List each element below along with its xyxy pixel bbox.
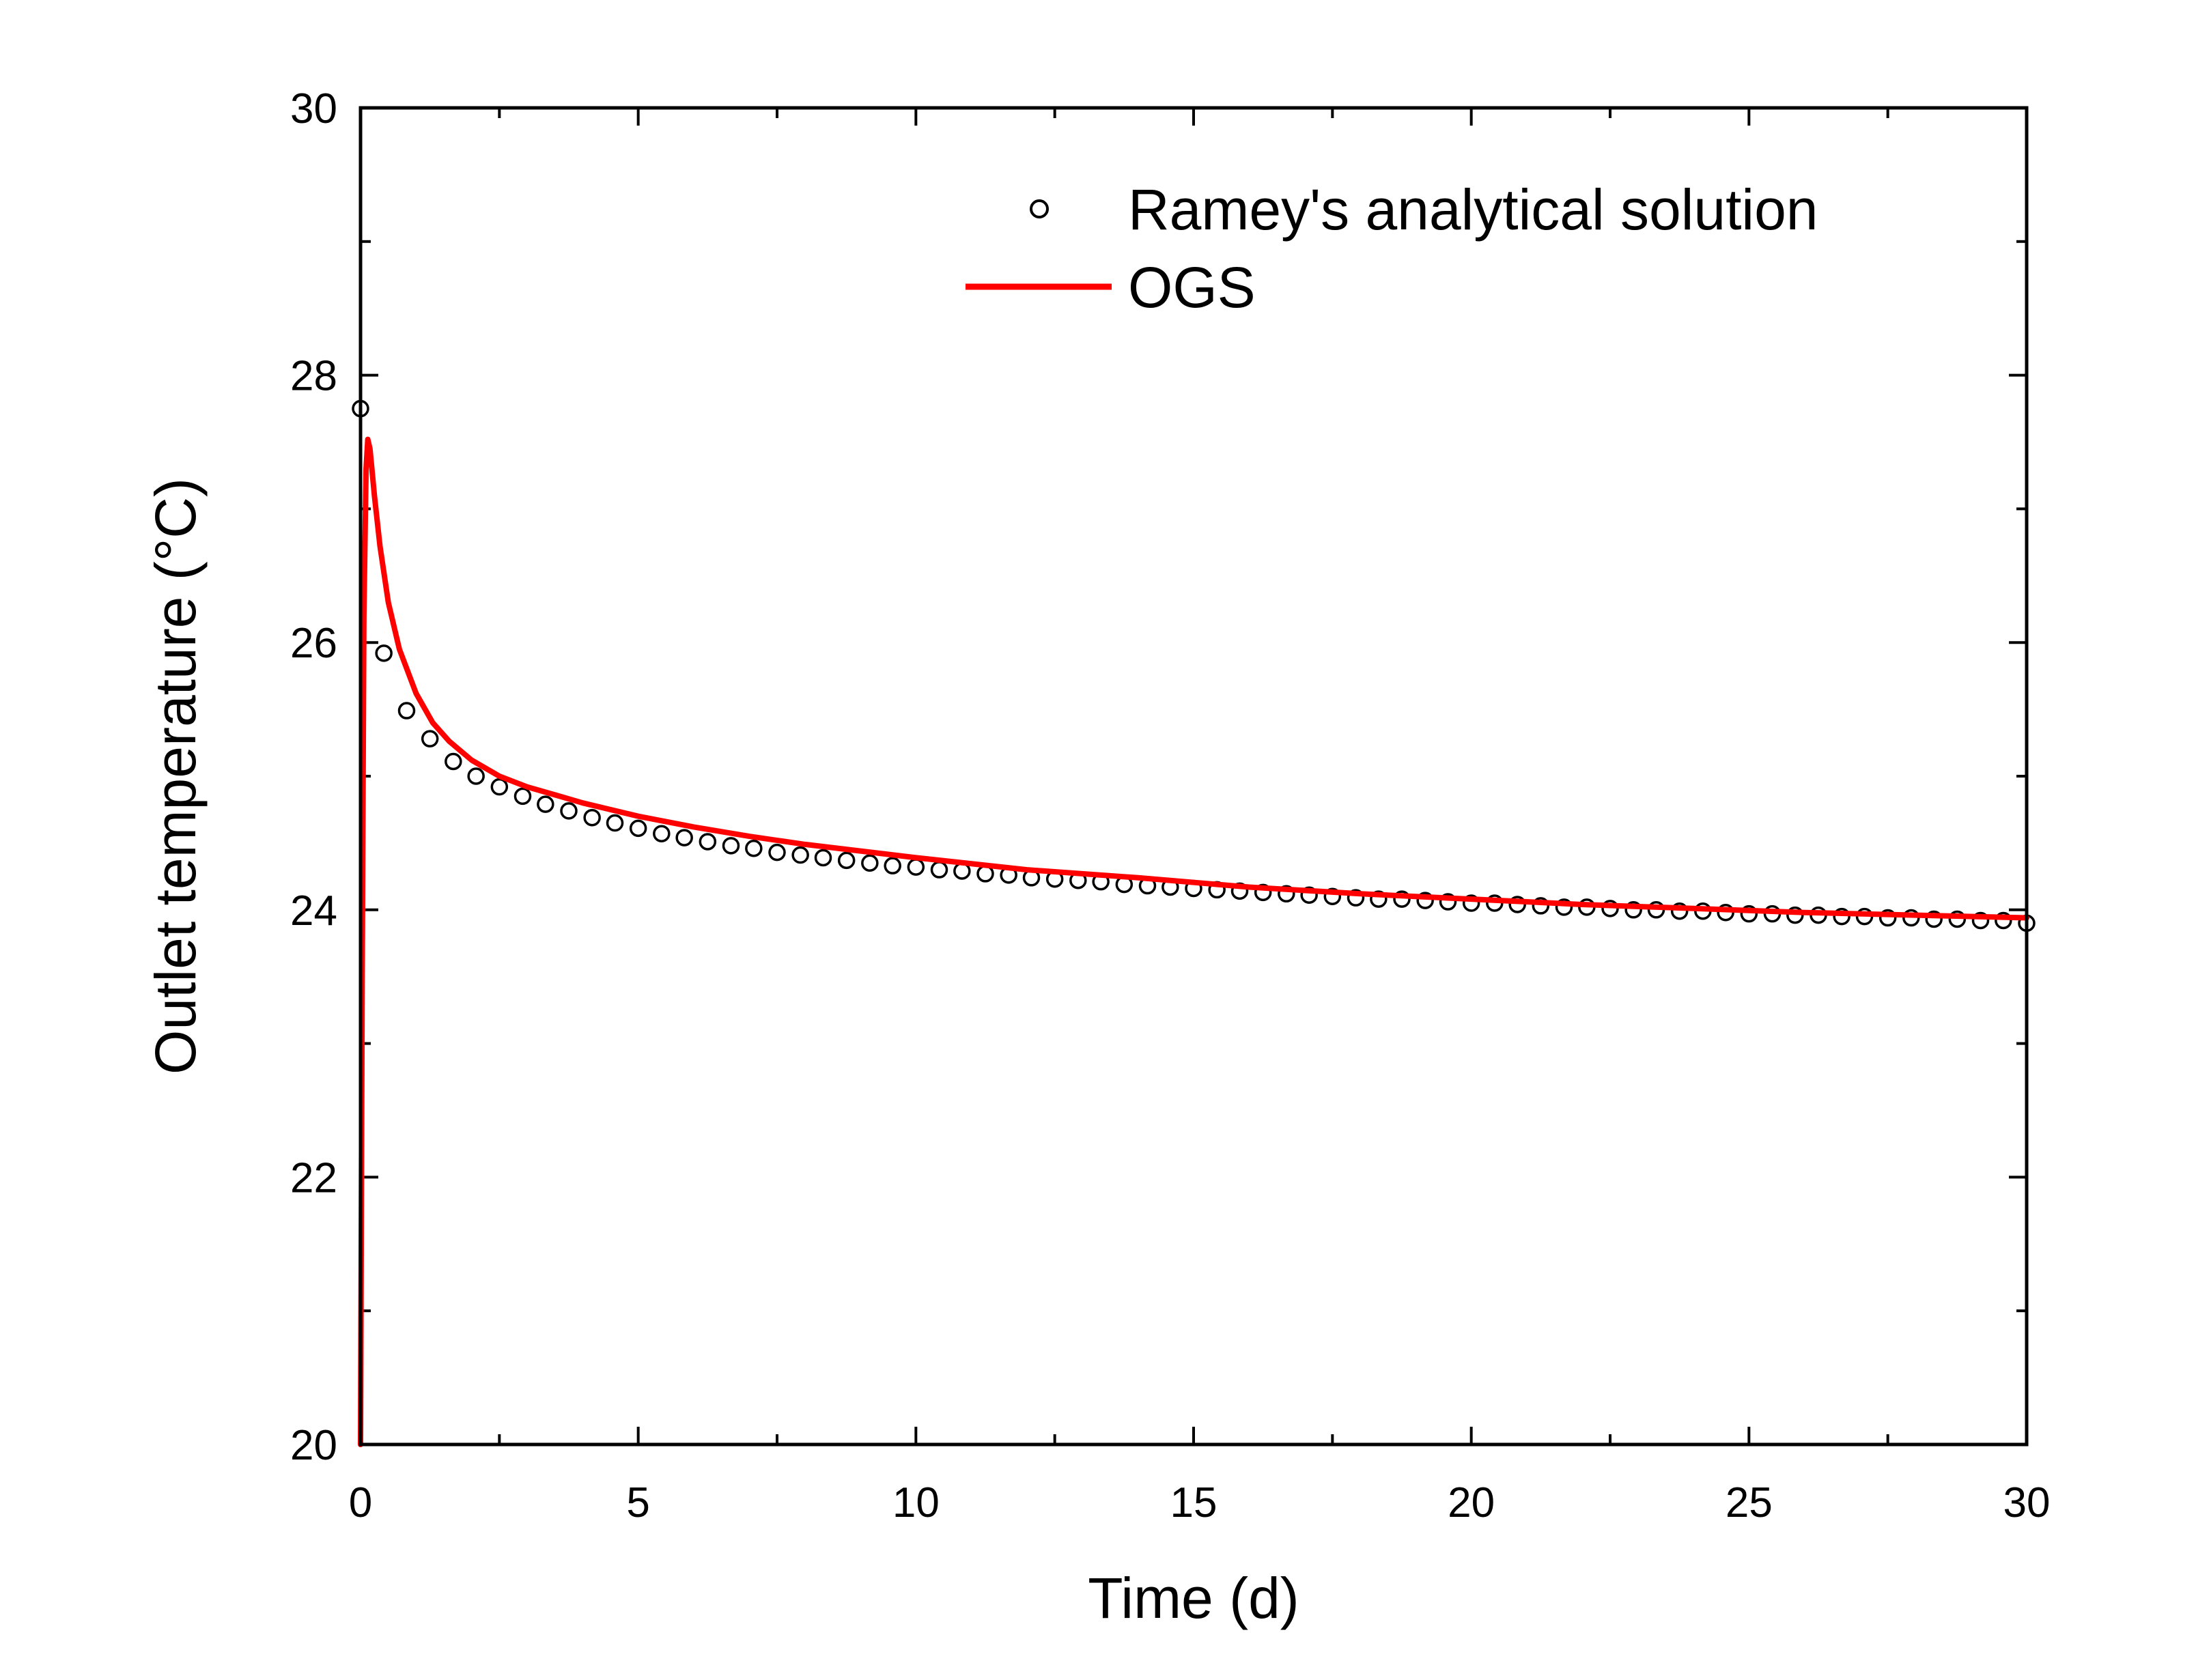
ramey-data-point (884, 857, 901, 874)
ramey-data-point (768, 843, 786, 862)
ramey-data-point (537, 795, 554, 813)
legend-label-ramey: Ramey's analytical solution (1128, 177, 1818, 242)
ramey-data-point (1740, 905, 1758, 923)
ramey-data-point (1555, 898, 1573, 916)
ramey-data-point (583, 808, 601, 827)
ramey-data-point (1670, 902, 1689, 920)
y-tick-label: 22 (290, 1154, 337, 1201)
ramey-data-point (837, 851, 856, 870)
ramey-data-point (421, 730, 439, 748)
ramey-data-point (1278, 885, 1295, 903)
y-tick-label: 28 (290, 353, 337, 400)
ramey-data-point (1878, 909, 1897, 927)
ramey-data-point (861, 854, 879, 872)
y-tick-label: 26 (290, 620, 337, 667)
ramey-data-point (606, 814, 624, 832)
ramey-data-point (1439, 893, 1457, 911)
ramey-data-point (1254, 883, 1272, 902)
y-axis-title: Outlet temperature (°C) (143, 478, 208, 1074)
y-tick-label: 24 (290, 887, 337, 935)
ramey-data-point (930, 861, 948, 879)
ramey-data-point (1370, 890, 1388, 908)
x-tick-label: 20 (1448, 1479, 1495, 1526)
y-tick-label: 20 (290, 1422, 337, 1469)
x-tick-labels: 0 5 10 15 20 25 30 (349, 1479, 2051, 1526)
plot-series (352, 399, 2036, 1447)
x-tick-label: 25 (1726, 1479, 1773, 1526)
ramey-data-point (1347, 889, 1365, 907)
ramey-data-point (1786, 906, 1804, 924)
ramey-data-point (375, 644, 393, 662)
ramey-data-point (513, 787, 532, 806)
ramey-data-point (445, 752, 462, 771)
ramey-data-point (1416, 892, 1434, 909)
ramey-data-point (745, 839, 763, 857)
ramey-data-point (1833, 907, 1850, 926)
ramey-data-point (1995, 911, 2012, 930)
x-tick-label: 30 (2003, 1479, 2051, 1526)
ramey-data-point (814, 849, 832, 867)
ramey-data-point (490, 778, 509, 796)
ogs-series-line (358, 436, 2029, 1447)
ramey-data-point (1925, 910, 1943, 928)
ramey-data-point (722, 837, 740, 855)
x-tick-label: 0 (349, 1479, 372, 1526)
ramey-data-point (1300, 886, 1318, 905)
ramey-data-point (560, 802, 578, 820)
ramey-data-point (791, 846, 809, 864)
ramey-data-point (1948, 910, 1967, 928)
ramey-data-point (1462, 894, 1480, 912)
ramey-data-point (907, 858, 925, 876)
ramey-data-point (653, 825, 671, 842)
ramey-data-point (629, 819, 647, 838)
ramey-data-point (1532, 897, 1550, 915)
ramey-data-point (1971, 911, 1990, 930)
legend-label-ogs: OGS (1128, 255, 1256, 319)
legend-marker-ramey (1030, 199, 1049, 218)
ramey-data-point (675, 829, 693, 846)
ramey-data-point (397, 702, 416, 720)
x-tick-label: 5 (626, 1479, 649, 1526)
ramey-data-point (1624, 901, 1642, 919)
ramey-data-point (1508, 896, 1526, 913)
x-tick-label: 10 (892, 1479, 940, 1526)
ramey-data-point (1323, 887, 1342, 905)
x-axis-title: Time (d) (1088, 1566, 1299, 1630)
plot-area-frame (358, 106, 2029, 1447)
ramey-data-point (1393, 890, 1411, 908)
y-tick-label: 30 (290, 85, 337, 132)
ramey-data-point (699, 833, 717, 851)
y-tick-labels: 20 22 24 26 28 30 (290, 85, 337, 1469)
x-tick-label: 15 (1170, 1479, 1217, 1526)
legend: Ramey's analytical solution OGS (966, 177, 1818, 319)
ramey-data-point (467, 767, 485, 785)
